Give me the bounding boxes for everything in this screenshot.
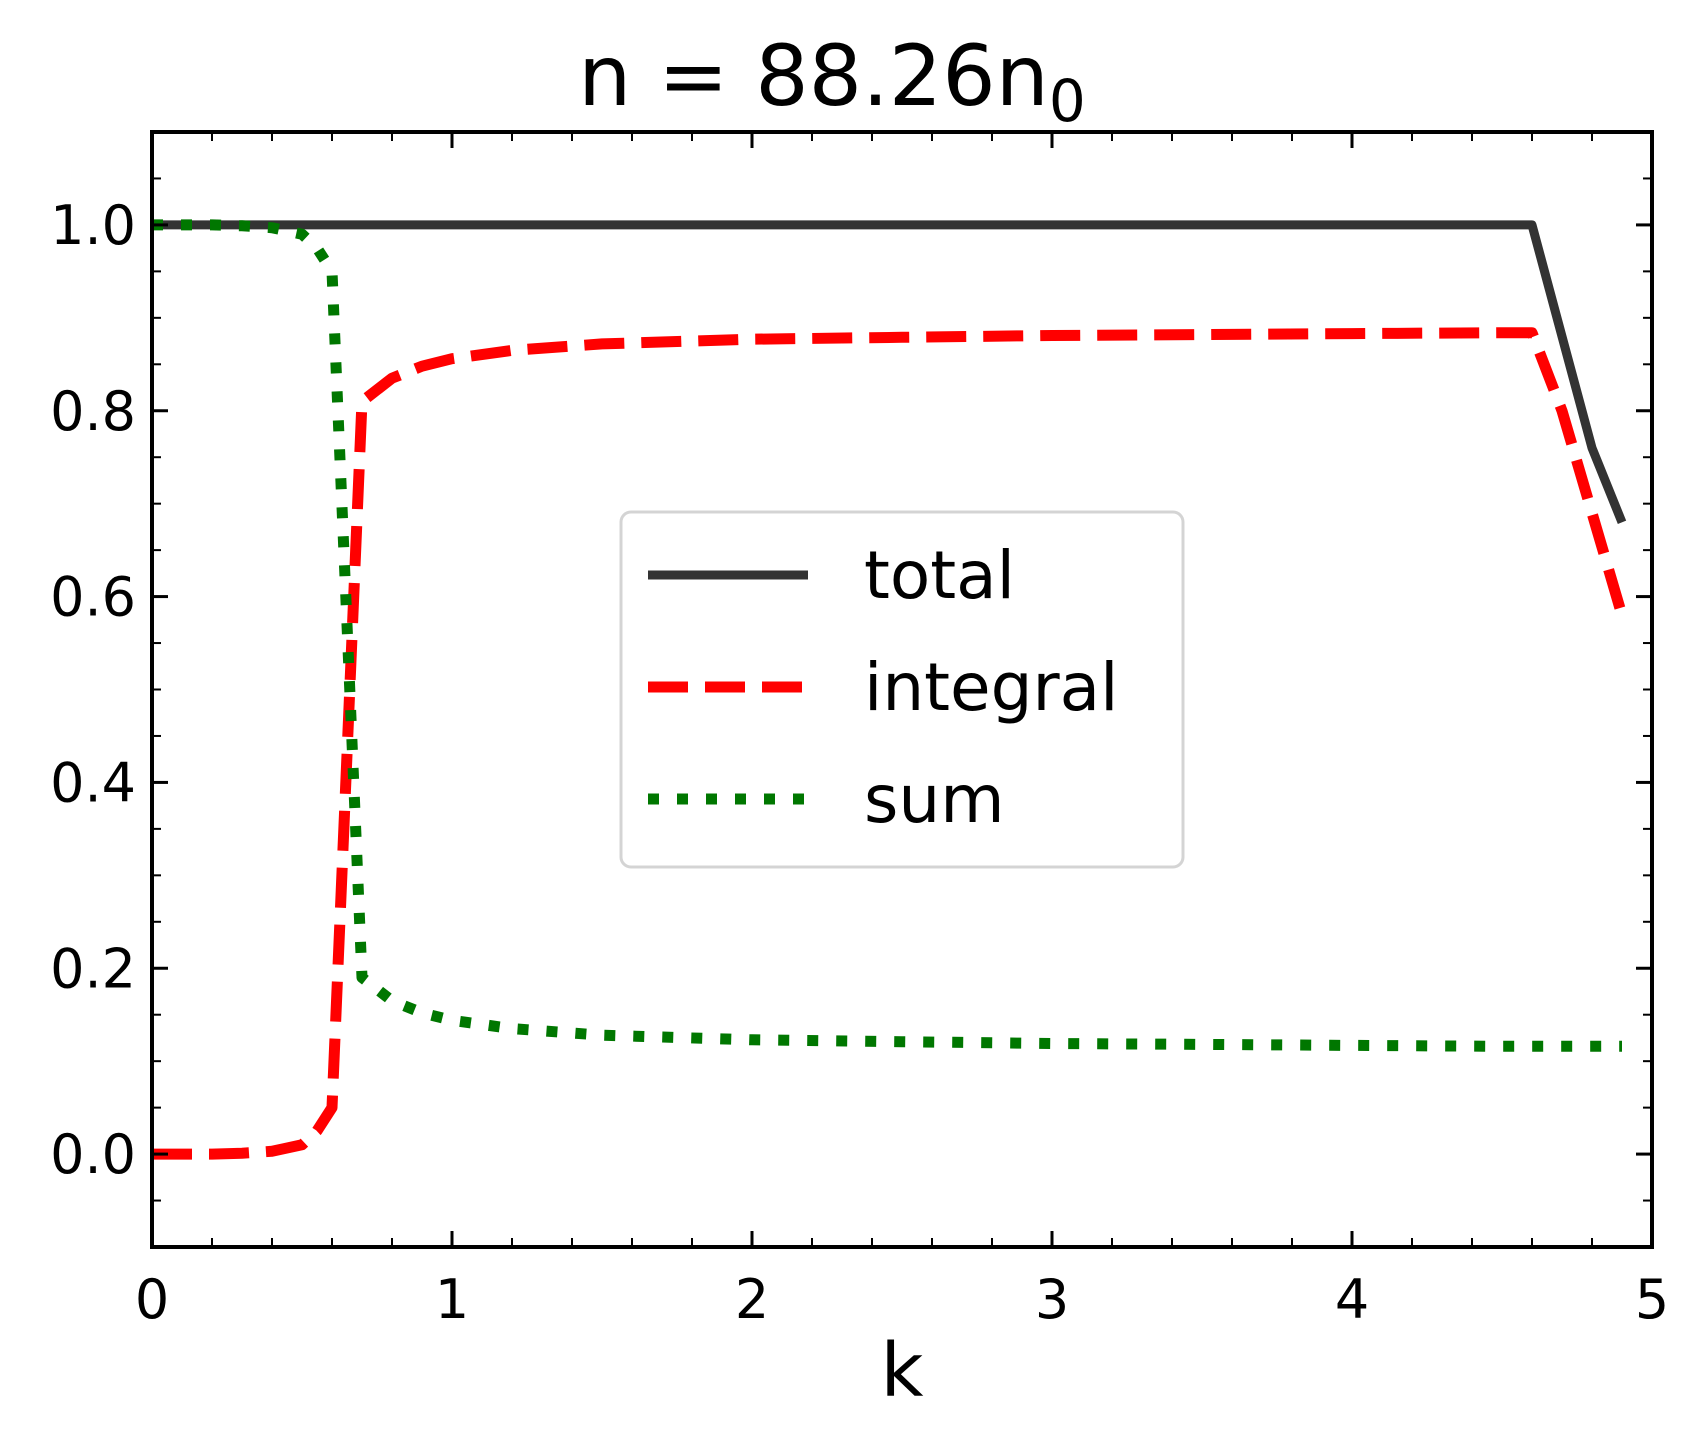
legend-label-sum: sum bbox=[864, 761, 1005, 838]
series-line-total bbox=[152, 220, 1627, 524]
legend: total integral sum bbox=[619, 510, 1185, 869]
y-tick-label: 0.2 bbox=[50, 937, 136, 1000]
chart-title-main: n = 88.26n bbox=[578, 27, 1049, 125]
x-tick-labels: 0 1 2 3 4 5 bbox=[135, 1268, 1669, 1331]
y-tick-label: 0.4 bbox=[50, 751, 136, 814]
legend-label-integral: integral bbox=[864, 649, 1118, 726]
series-line-sum bbox=[152, 219, 1622, 1052]
plot-area bbox=[150, 130, 1654, 1249]
series-layer bbox=[152, 219, 1628, 1160]
x-tick-label: 1 bbox=[435, 1268, 469, 1331]
x-tick-label: 4 bbox=[1335, 1268, 1369, 1331]
y-tick-labels: 0.0 0.2 0.4 0.6 0.8 1.0 bbox=[50, 194, 136, 1186]
y-tick-label: 0.6 bbox=[50, 566, 136, 629]
x-tick-label: 0 bbox=[135, 1268, 169, 1331]
x-tick-label: 5 bbox=[1635, 1268, 1669, 1331]
x-axis-label: k bbox=[881, 1328, 924, 1414]
y-tick-label: 0.0 bbox=[50, 1123, 136, 1186]
chart-title: n = 88.26n0 bbox=[578, 27, 1086, 135]
y-tick-label: 1.0 bbox=[50, 194, 136, 257]
plot-frame bbox=[150, 130, 1654, 1249]
legend-label-total: total bbox=[864, 537, 1015, 614]
x-tick-label: 2 bbox=[735, 1268, 769, 1331]
x-tick-label: 3 bbox=[1035, 1268, 1069, 1331]
y-tick-label: 0.8 bbox=[50, 380, 136, 443]
legend-box bbox=[619, 510, 1185, 869]
series-line-integral bbox=[152, 327, 1628, 1160]
chart-title-subscript: 0 bbox=[1049, 67, 1086, 135]
